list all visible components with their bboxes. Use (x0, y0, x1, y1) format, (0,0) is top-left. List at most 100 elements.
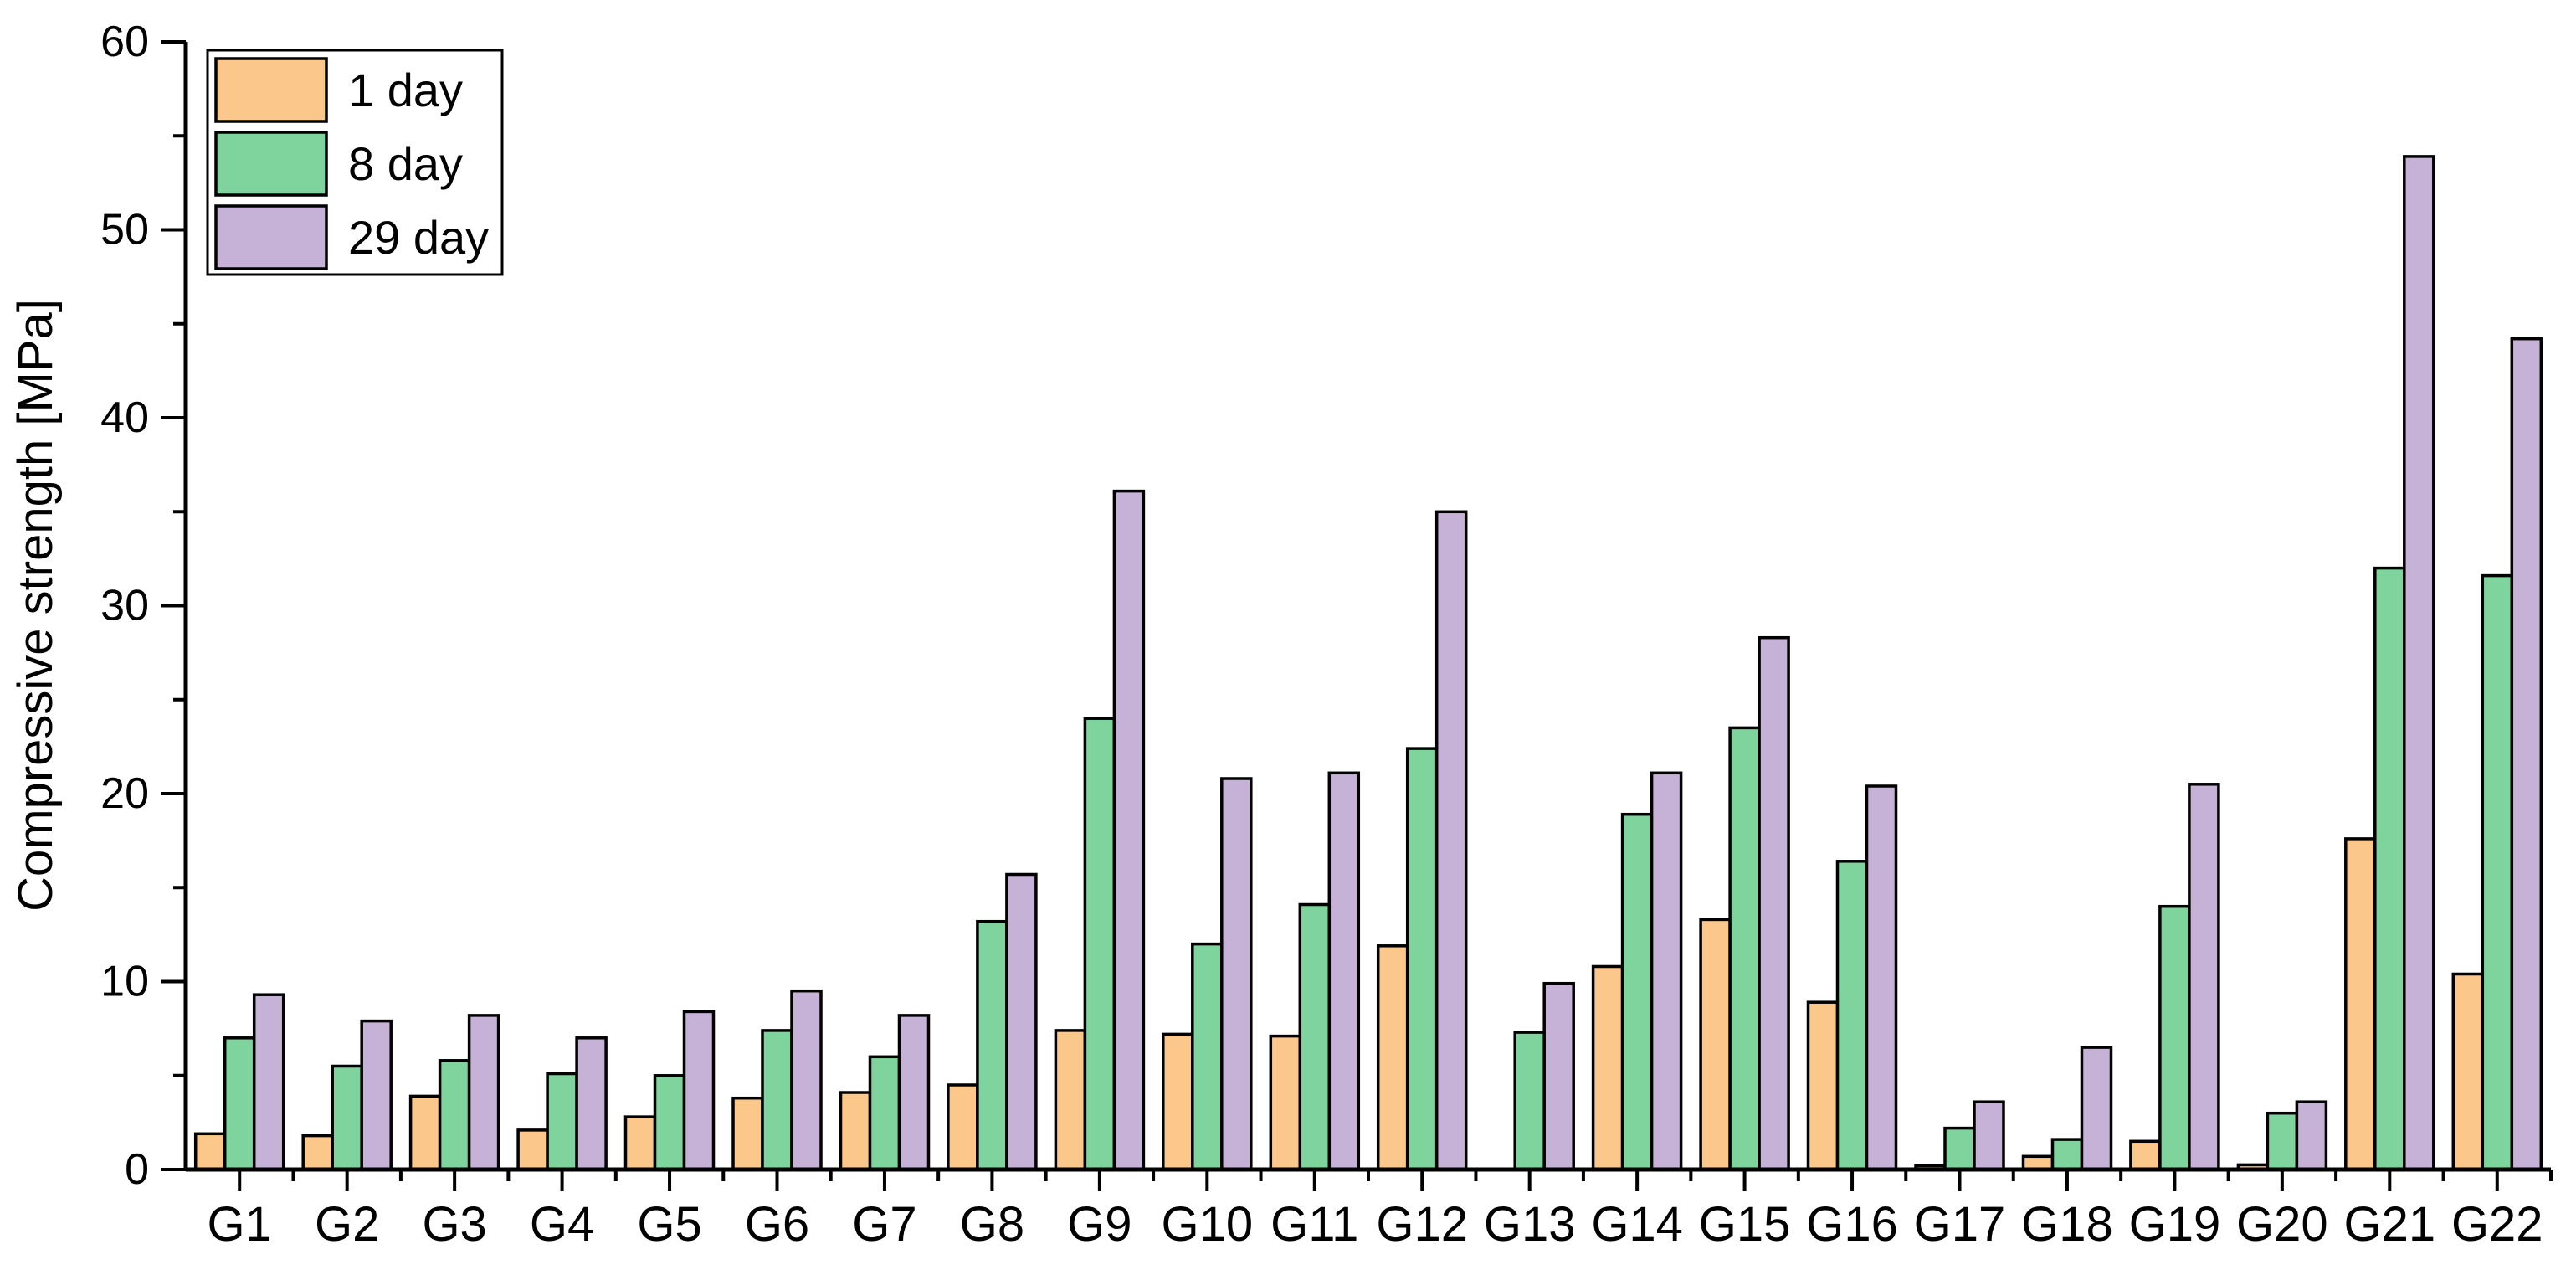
bar-g19-1-day (2129, 1139, 2162, 1171)
y-tick-label-40: 40 (100, 393, 149, 442)
x-tick-label-g3: G3 (422, 1197, 486, 1252)
bar-g1-8-day (223, 1036, 256, 1171)
x-tick-label-g12: G12 (1376, 1197, 1468, 1252)
y-tick-label-60: 60 (100, 18, 149, 66)
bar-g17-8-day (1943, 1126, 1976, 1171)
x-tick-label-g19: G19 (2129, 1197, 2221, 1252)
x-tick-label-g18: G18 (2021, 1197, 2113, 1252)
bar-g21-1-day (2344, 837, 2377, 1171)
bar-g3-29-day (467, 1014, 500, 1171)
bar-g11-8-day (1298, 902, 1332, 1171)
bar-g17-29-day (1973, 1100, 2005, 1171)
bar-g16-1-day (1806, 1000, 1840, 1171)
bar-g2-1-day (301, 1134, 334, 1171)
x-tick-label-g8: G8 (960, 1197, 1024, 1252)
bar-g6-1-day (731, 1096, 764, 1171)
bar-g2-8-day (331, 1064, 363, 1171)
y-tick-label-50: 50 (100, 206, 149, 254)
bar-g9-8-day (1083, 717, 1116, 1171)
legend-label-1-day: 1 day (348, 64, 463, 116)
bar-g15-8-day (1728, 726, 1761, 1171)
x-tick-label-g7: G7 (852, 1197, 916, 1252)
bar-g10-1-day (1162, 1032, 1194, 1171)
bar-g12-8-day (1405, 747, 1439, 1171)
bar-g3-1-day (408, 1094, 442, 1171)
x-tick-label-g13: G13 (1484, 1197, 1576, 1252)
bar-g19-29-day (2188, 783, 2220, 1171)
x-tick-label-g14: G14 (1591, 1197, 1683, 1252)
bar-g12-29-day (1434, 510, 1468, 1171)
bar-g5-1-day (623, 1115, 657, 1171)
x-tick-label-g21: G21 (2343, 1197, 2435, 1252)
legend-label-8-day: 8 day (348, 137, 463, 190)
bar-g8-8-day (976, 919, 1008, 1171)
bar-g5-29-day (682, 1010, 716, 1171)
x-tick-label-g9: G9 (1067, 1197, 1131, 1252)
x-tick-label-g11: G11 (1270, 1197, 1358, 1252)
bar-g22-8-day (2481, 573, 2514, 1171)
bar-g18-29-day (2080, 1046, 2113, 1171)
x-axis: G1 G2 G3 G4 G5 G6 G7 G8 G9 G10 G11 G12 G13 G14 G15 G16 G… (186, 1167, 2553, 1252)
bar-g18-8-day (2050, 1138, 2084, 1171)
legend-swatch-1-day (214, 57, 328, 123)
bar-g5-8-day (653, 1074, 686, 1171)
legend-swatch-29-day (214, 204, 328, 270)
y-tick-label-0: 0 (125, 1145, 149, 1194)
x-tick-label-g10: G10 (1161, 1197, 1253, 1252)
legend-label-29-day: 29 day (348, 211, 489, 264)
bar-g16-29-day (1865, 784, 1898, 1171)
bar-g4-29-day (575, 1036, 608, 1171)
bar-g22-29-day (2510, 337, 2543, 1171)
bar-g9-1-day (1054, 1029, 1087, 1171)
x-tick-label-g5: G5 (637, 1197, 701, 1252)
bar-g14-29-day (1650, 771, 1683, 1171)
legend: 1 day 8 day 29 day (206, 49, 504, 276)
bar-g7-8-day (868, 1055, 901, 1171)
legend-swatch-8-day (214, 131, 328, 197)
bar-g8-1-day (947, 1083, 979, 1171)
bar-g8-29-day (1005, 872, 1038, 1171)
bar-g4-8-day (546, 1072, 578, 1171)
x-tick-label-g4: G4 (530, 1197, 594, 1252)
plot-bars (193, 155, 2543, 1171)
bar-g20-8-day (2266, 1111, 2299, 1171)
bar-g10-29-day (1220, 777, 1253, 1171)
bar-g15-1-day (1699, 918, 1732, 1171)
x-tick-label-g15: G15 (1699, 1197, 1791, 1252)
bar-g6-29-day (790, 989, 823, 1171)
y-tick-label-30: 30 (100, 582, 149, 630)
x-tick-label-g2: G2 (315, 1197, 379, 1252)
bar-g4-1-day (516, 1128, 549, 1171)
y-axis: 0 10 20 30 40 50 60 (100, 18, 188, 1194)
x-tick-label-g20: G20 (2236, 1197, 2328, 1252)
bar-g16-8-day (1835, 860, 1869, 1171)
x-tick-label-g16: G16 (1806, 1197, 1898, 1252)
bar-g7-1-day (839, 1091, 872, 1171)
bar-g2-29-day (360, 1019, 393, 1171)
bar-g3-8-day (438, 1059, 471, 1171)
bar-g14-8-day (1620, 812, 1654, 1171)
bar-g6-8-day (761, 1029, 793, 1171)
bar-g13-29-day (1542, 981, 1575, 1171)
bar-g11-29-day (1327, 771, 1361, 1171)
bar-g7-29-day (897, 1014, 931, 1171)
y-axis-title: Compressive strength [MPa] (8, 299, 63, 912)
bar-g14-1-day (1591, 964, 1624, 1171)
bar-g20-29-day (2295, 1100, 2328, 1171)
bar-g10-8-day (1191, 942, 1224, 1171)
bar-g9-29-day (1112, 489, 1146, 1171)
bar-g15-29-day (1758, 635, 1790, 1171)
bar-g1-1-day (193, 1132, 227, 1171)
x-tick-label-g17: G17 (1914, 1197, 2006, 1252)
bar-g21-29-day (2403, 155, 2435, 1171)
x-tick-label-g22: G22 (2451, 1197, 2543, 1252)
y-tick-label-10: 10 (100, 958, 149, 1006)
y-tick-label-20: 20 (100, 769, 149, 818)
x-tick-label-g1: G1 (208, 1197, 272, 1252)
x-tick-label-g6: G6 (745, 1197, 809, 1252)
bar-g12-1-day (1376, 944, 1409, 1171)
bar-g11-1-day (1269, 1034, 1302, 1171)
bar-g22-1-day (2451, 972, 2485, 1171)
